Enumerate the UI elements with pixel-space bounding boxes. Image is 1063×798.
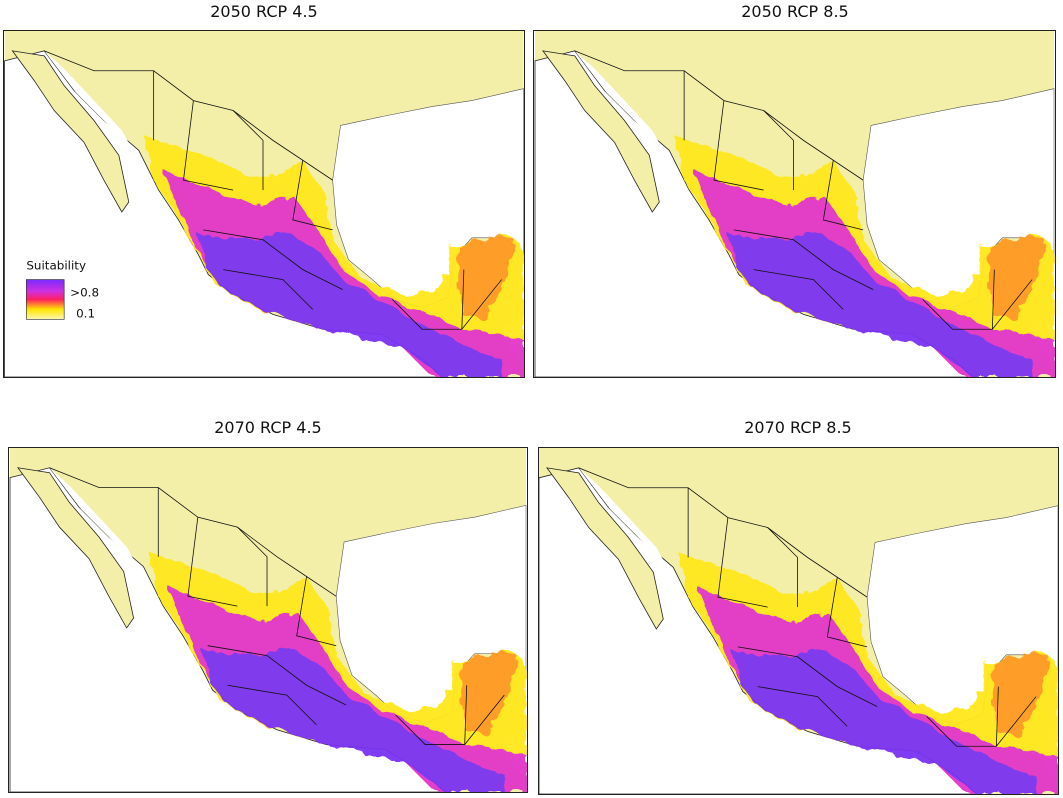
legend-title: Suitability xyxy=(26,259,86,273)
legend-high: >0.8 xyxy=(70,285,99,299)
legend-low: 0.1 xyxy=(76,306,95,320)
map-panel: Suitability >0.8 0.1 xyxy=(3,30,525,378)
map-panel xyxy=(8,447,528,793)
panel-title: 2070 RCP 4.5 xyxy=(214,418,322,437)
legend-colorbar xyxy=(26,279,65,320)
map-panel xyxy=(533,30,1056,378)
panel-title: 2050 RCP 4.5 xyxy=(210,2,318,21)
panel-title: 2050 RCP 8.5 xyxy=(741,2,849,21)
map-panel xyxy=(538,447,1059,795)
panel-title: 2070 RCP 8.5 xyxy=(744,418,852,437)
